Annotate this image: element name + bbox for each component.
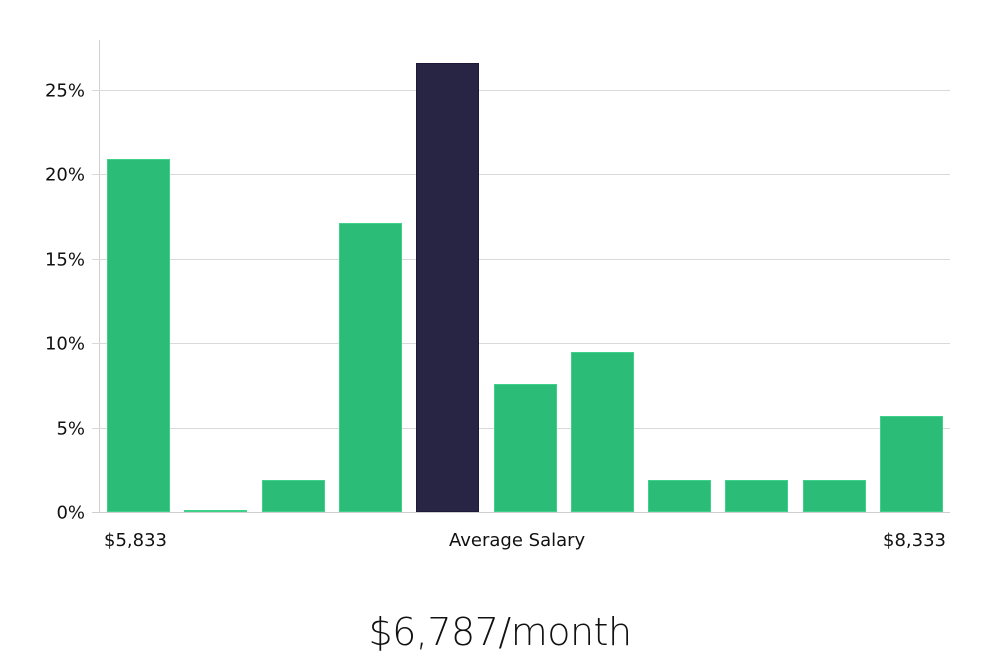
y-tick-label: 15% [44, 249, 85, 271]
salary-histogram: 0% 5% 10% 15% 20% 25% $5,833 Average Salary $… [44, 40, 950, 551]
histogram-bar [184, 510, 248, 513]
y-tick-label: 25% [44, 80, 85, 102]
gridline [92, 90, 950, 91]
y-tick-label: 20% [44, 164, 85, 186]
histogram-bar [880, 415, 943, 512]
y-axis-line [99, 40, 100, 512]
y-tick-label: 0% [56, 502, 85, 524]
histogram-bar [648, 479, 712, 512]
x-axis-title: Average Salary [449, 530, 586, 551]
histogram-bar [261, 479, 325, 512]
x-min-label: $5,833 [104, 530, 167, 551]
highlighted-bar [416, 62, 480, 512]
y-tick-label: 5% [56, 418, 85, 440]
histogram-bar [107, 159, 170, 512]
x-max-label: $8,333 [883, 530, 946, 551]
average-salary-value: $6,787/month [368, 610, 632, 654]
histogram-bar [493, 383, 557, 512]
x-axis-line [92, 512, 950, 513]
histogram-bar [725, 479, 789, 512]
y-tick-label: 10% [44, 333, 85, 355]
gridline [92, 258, 950, 260]
gridline [92, 174, 950, 176]
histogram-bar [338, 223, 402, 512]
histogram-bar [570, 351, 634, 512]
gridline [92, 343, 950, 345]
histogram-bar [802, 479, 866, 512]
